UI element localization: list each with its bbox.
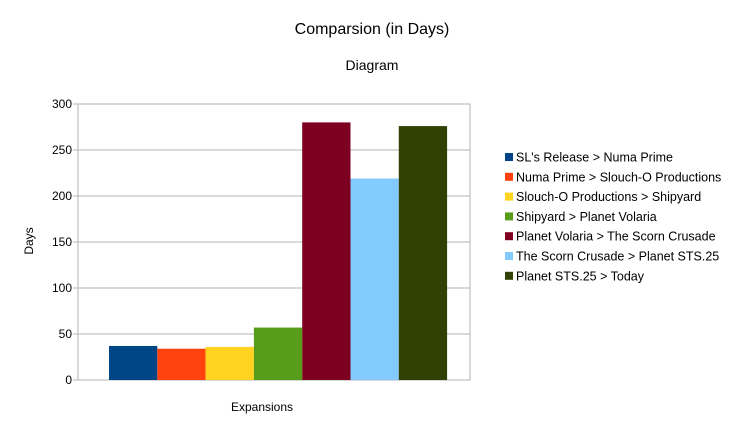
bar-2 <box>157 348 206 380</box>
legend-swatch <box>505 172 513 181</box>
bar-1 <box>109 345 158 380</box>
legend-label: Slouch-O Productions > Shipyard <box>516 190 701 204</box>
legend-swatch <box>505 271 513 280</box>
y-tick-label: 300 <box>52 97 72 111</box>
chart-title: Comparsion (in Days) <box>295 21 450 38</box>
y-axis-label: Days <box>22 227 36 254</box>
bar-7 <box>398 126 448 380</box>
bar-6 <box>350 178 399 380</box>
legend-swatch <box>505 232 513 241</box>
legend-swatch <box>505 252 513 260</box>
legend-label: Planet Volaria > The Scorn Crusade <box>516 230 716 244</box>
legend-swatch <box>505 192 513 201</box>
chart-subtitle: Diagram <box>346 57 399 73</box>
legend-label: SL's Release > Numa Prime <box>516 151 673 165</box>
y-tick-label: 0 <box>65 373 72 387</box>
y-tick-label: 250 <box>52 143 72 157</box>
legend-label: Numa Prime > Slouch-O Productions <box>516 170 721 184</box>
legend-swatch <box>505 212 513 221</box>
bar-5 <box>302 122 351 381</box>
y-tick-label: 150 <box>52 235 72 249</box>
legend-swatch <box>505 153 513 161</box>
y-tick-label: 200 <box>52 189 72 203</box>
legend-label: Planet STS.25 > Today <box>516 269 645 283</box>
legend-label: The Scorn Crusade > Planet STS.25 <box>516 250 719 264</box>
legend-label: Shipyard > Planet Volaria <box>516 210 657 224</box>
bar-3 <box>205 346 254 380</box>
y-tick-label: 50 <box>59 327 73 341</box>
x-axis-label: Expansions <box>231 400 293 414</box>
y-tick-label: 100 <box>52 281 72 295</box>
bar-4 <box>253 327 303 380</box>
